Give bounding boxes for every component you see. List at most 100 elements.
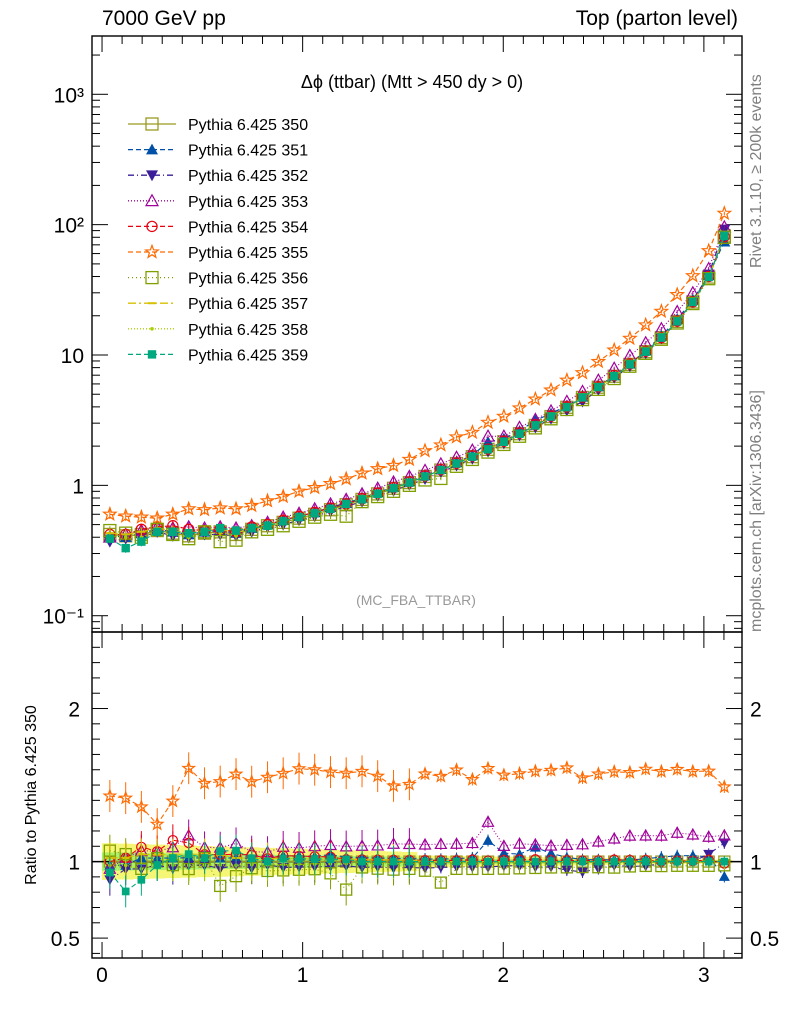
- marker-triangle-open: [434, 837, 448, 850]
- marker-star-open: [149, 816, 165, 831]
- marker-star-open: [669, 286, 686, 302]
- marker-square: [153, 527, 162, 537]
- marker-circle-open: [498, 435, 510, 447]
- marker-star-open: [480, 760, 496, 775]
- marker-circle-open: [592, 381, 605, 393]
- marker-star-open: [354, 464, 370, 480]
- marker-square: [468, 857, 477, 866]
- ratio-y-tick-label-right: 2: [750, 699, 762, 722]
- marker-square: [389, 484, 398, 493]
- marker-dot: [234, 534, 238, 538]
- marker-star-open: [386, 778, 402, 793]
- x-tick-label: 1: [297, 964, 309, 987]
- ratio-series-line: [109, 820, 725, 870]
- marker-star-open: [212, 773, 228, 788]
- marker-square: [295, 854, 303, 863]
- marker-star-open: [684, 267, 701, 283]
- marker-square: [484, 857, 492, 866]
- marker-square: [310, 855, 319, 863]
- marker-triangle-open: [575, 837, 590, 850]
- marker-star-open: [685, 763, 701, 778]
- marker-star-open: [543, 762, 559, 777]
- marker-triangle-open: [607, 831, 621, 844]
- series-line: [109, 237, 725, 543]
- marker-circle-open: [435, 463, 447, 476]
- series-line: [109, 229, 725, 543]
- marker-star-open: [464, 771, 480, 786]
- marker-square: [278, 517, 288, 526]
- marker-square: [420, 472, 430, 481]
- marker-square: [310, 509, 319, 518]
- marker-square: [294, 512, 304, 522]
- marker-square-open: [702, 272, 716, 286]
- marker-triangle-open: [654, 828, 668, 841]
- legend-label: Pythia 6.425 356: [188, 271, 308, 288]
- ratio-frame: [91, 631, 743, 959]
- marker-square: [247, 854, 256, 863]
- marker-star-open: [228, 766, 244, 781]
- marker-circle-open: [576, 391, 589, 403]
- ratio-series-line: [109, 850, 725, 891]
- marker-star-open: [118, 790, 134, 805]
- marker-triangle-down: [146, 170, 158, 182]
- marker-square: [515, 429, 524, 438]
- marker-star-open: [669, 761, 685, 776]
- marker-triangle-open: [480, 429, 496, 442]
- marker-square: [578, 393, 587, 402]
- marker-square: [373, 489, 382, 499]
- marker-triangle-open: [702, 830, 716, 842]
- marker-star-open: [700, 242, 717, 258]
- marker-star-open: [401, 776, 417, 791]
- marker-square: [168, 854, 177, 862]
- marker-square: [657, 857, 666, 866]
- marker-star-open: [385, 457, 402, 473]
- legend-label: Pythia 6.425 350: [188, 117, 308, 134]
- marker-triangle-open: [560, 838, 574, 851]
- marker-square: [121, 887, 130, 896]
- marker-triangle-open: [418, 837, 432, 850]
- legend-label: Pythia 6.425 352: [188, 168, 308, 185]
- ratio-panel: 0 1 2 3 0.5 0.5 1 1 2 2 Ratio to Pythia 6.425 350: [23, 631, 779, 987]
- marker-star-open: [117, 507, 134, 523]
- x-tick-label: 3: [698, 964, 710, 987]
- marker-star-open: [306, 479, 323, 495]
- marker-square: [137, 537, 146, 546]
- marker-star-open: [621, 329, 638, 346]
- marker-star-open: [322, 475, 339, 491]
- marker-square: [436, 465, 446, 475]
- marker-square: [326, 504, 335, 514]
- marker-star-open: [432, 436, 449, 452]
- marker-square-open: [639, 346, 653, 360]
- marker-square: [657, 333, 666, 342]
- marker-triangle-up: [146, 143, 158, 155]
- marker-square: [704, 272, 713, 282]
- marker-star-open: [543, 381, 559, 397]
- marker-circle-open: [561, 401, 573, 413]
- marker-triangle-open: [544, 838, 558, 851]
- legend-label: Pythia 6.425 358: [188, 322, 308, 339]
- marker-star-open: [606, 341, 623, 357]
- marker-circle-open: [640, 345, 652, 357]
- marker-circle-open: [655, 331, 668, 344]
- series-line: [109, 241, 725, 538]
- marker-square: [688, 297, 698, 307]
- marker-square: [216, 847, 225, 855]
- legend-label: Pythia 6.425 359: [188, 347, 308, 364]
- marker-star-open: [622, 764, 638, 779]
- legend-label: Pythia 6.425 355: [188, 245, 308, 262]
- ratio-series-line: [109, 850, 725, 893]
- marker-square: [231, 526, 241, 535]
- chart-title: Δϕ (ttbar) (Mtt > 450 dy > 0): [301, 72, 523, 92]
- marker-star-open: [370, 768, 386, 783]
- marker-star-open: [165, 793, 181, 808]
- y-tick-label: 10³: [54, 84, 84, 107]
- marker-square: [105, 534, 115, 543]
- marker-star-open: [559, 760, 575, 775]
- marker-square: [421, 857, 429, 866]
- marker-square-open: [717, 230, 731, 244]
- marker-square-open: [145, 117, 159, 131]
- marker-square: [720, 231, 729, 241]
- marker-square: [452, 857, 461, 866]
- ratio-y-tick-label-right: 1: [750, 852, 762, 875]
- ratio-series-line: [109, 839, 725, 877]
